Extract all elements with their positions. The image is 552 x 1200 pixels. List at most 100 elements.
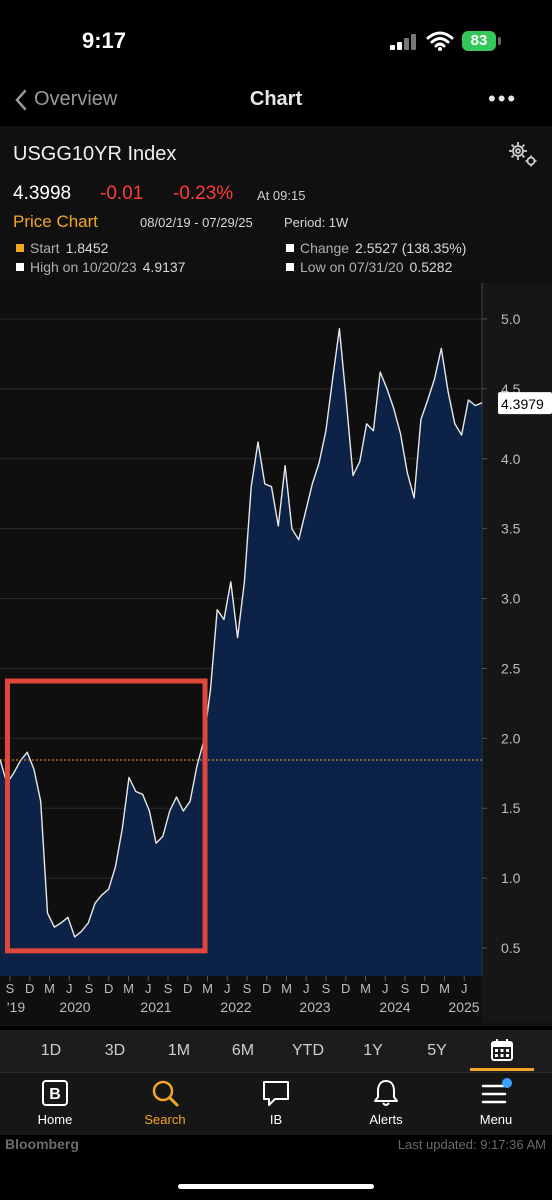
change-label: Change (300, 240, 350, 256)
timeframe-3d[interactable]: 3D (104, 1042, 126, 1059)
x-month-label: S (85, 981, 94, 996)
net-change: -0.01 (100, 183, 144, 204)
y-tick-label: 4.0 (501, 451, 521, 467)
x-month-label: S (243, 981, 252, 996)
timeframe-1y[interactable]: 1Y (363, 1042, 383, 1059)
start-stat: Start 1.8452 (16, 240, 108, 256)
battery-icon: 83 (462, 31, 496, 51)
x-month-label: S (164, 981, 173, 996)
x-month-label: J (145, 981, 152, 996)
tab-search-label: Search (144, 1112, 186, 1127)
wifi-icon (426, 31, 454, 51)
nav-bar: Overview Chart ••• (0, 80, 552, 124)
tab-menu[interactable]: Menu (456, 1078, 536, 1127)
date-range: 08/02/19 - 07/29/25 (140, 215, 253, 230)
chevron-left-icon (15, 89, 27, 110)
tab-alerts[interactable]: Alerts (346, 1078, 426, 1127)
x-month-label: J (303, 981, 310, 996)
x-month-label: S (6, 981, 15, 996)
x-year-label: 2025 (448, 999, 479, 1015)
start-label: Start (30, 240, 60, 256)
x-year-label: 2024 (379, 999, 410, 1015)
tab-home-label: Home (37, 1112, 73, 1127)
x-month-label: D (104, 981, 113, 996)
tab-alerts-label: Alerts (369, 1112, 403, 1127)
price-time: At 09:15 (257, 188, 306, 203)
status-time: 9:17 (82, 28, 127, 53)
timeframe-ytd[interactable]: YTD (292, 1042, 324, 1059)
timeframe-1d[interactable]: 1D (40, 1042, 62, 1059)
timeframe-selected-indicator (470, 1068, 534, 1071)
chat-bubble-icon (263, 1081, 289, 1106)
last-value-tag (498, 392, 552, 415)
calendar-icon[interactable] (490, 1038, 514, 1062)
percent-change: -0.23% (173, 183, 234, 204)
x-month-label: J (224, 981, 231, 996)
y-tick-label: 3.5 (501, 521, 521, 537)
hamburger-menu-icon (481, 1078, 512, 1104)
x-year-label: 2022 (220, 999, 251, 1015)
high-value: 4.9137 (142, 259, 186, 275)
settings-gear-icon[interactable] (506, 140, 540, 168)
y-tick-label: 1.0 (501, 870, 521, 886)
start-legend-swatch (16, 244, 24, 252)
x-month-label: M (360, 981, 371, 996)
x-month-label: M (439, 981, 450, 996)
y-tick-label: 5.0 (501, 311, 521, 327)
period-label[interactable]: Period: 1W (284, 215, 349, 230)
x-month-label: J (66, 981, 73, 996)
start-value: 1.8452 (65, 240, 109, 256)
low-label: Low on 07/31/20 (300, 259, 404, 275)
price-chart-label[interactable]: Price Chart (13, 212, 99, 231)
x-month-label: D (420, 981, 429, 996)
low-value: 0.5282 (409, 259, 453, 275)
timeframe-1m[interactable]: 1M (167, 1042, 191, 1059)
tab-home[interactable]: B Home (15, 1078, 95, 1127)
y-tick-label: 1.5 (501, 800, 521, 816)
x-month-label: M (44, 981, 55, 996)
last-value-label: 4.3979 (501, 396, 544, 412)
x-month-label: J (461, 981, 468, 996)
tab-menu-label: Menu (479, 1112, 513, 1127)
x-month-label: M (281, 981, 292, 996)
svg-text:B: B (49, 1086, 61, 1103)
timeframe-6m[interactable]: 6M (231, 1042, 255, 1059)
high-label: High on 10/20/23 (30, 259, 137, 275)
bloomberg-logo: Bloomberg (5, 1136, 79, 1152)
status-bar: 9:17 83 (0, 0, 552, 80)
x-month-label: D (262, 981, 271, 996)
x-month-label: D (341, 981, 350, 996)
last-updated: Last updated: 9:17:36 AM (397, 1137, 546, 1152)
bell-icon (374, 1080, 398, 1106)
x-month-label: S (322, 981, 331, 996)
cellular-signal-icon (390, 34, 420, 50)
x-month-label: S (401, 981, 410, 996)
y-tick-label: 2.5 (501, 660, 521, 676)
x-year-label: 2020 (59, 999, 90, 1015)
back-button[interactable]: Overview (14, 88, 117, 111)
highlight-box (4, 678, 208, 954)
x-month-label: J (382, 981, 389, 996)
x-month-label: D (183, 981, 192, 996)
change-value: 2.5527 (138.35%) (355, 240, 467, 256)
page-title: Chart (249, 88, 303, 110)
y-tick-label: 0.5 (501, 940, 521, 956)
tab-search[interactable]: Search (125, 1078, 205, 1127)
x-year-label: 2023 (299, 999, 330, 1015)
x-month-label: D (25, 981, 34, 996)
timeframe-5y[interactable]: 5Y (427, 1042, 447, 1059)
timeframe-bar (0, 1030, 552, 1072)
change-legend-swatch (286, 244, 294, 252)
low-legend-swatch (286, 263, 294, 271)
x-year-label: 2021 (140, 999, 171, 1015)
x-month-label: M (123, 981, 134, 996)
more-menu-button[interactable]: ••• (488, 86, 518, 111)
tab-ib[interactable]: IB (236, 1078, 316, 1127)
price-area (0, 328, 482, 976)
high-stat: High on 10/20/23 4.9137 (16, 259, 185, 275)
high-legend-swatch (16, 263, 24, 271)
y-tick-label: 3.0 (501, 591, 521, 607)
change-stat: Change 2.5527 (138.35%) (286, 240, 466, 256)
home-indicator (178, 1184, 374, 1189)
